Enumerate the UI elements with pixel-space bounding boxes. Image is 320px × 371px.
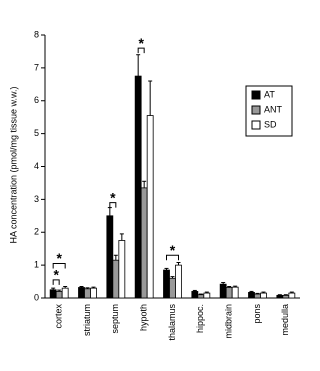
- bar: [175, 264, 182, 299]
- bar: [163, 269, 170, 299]
- annotation: *: [53, 267, 59, 283]
- annotation: *: [170, 242, 176, 258]
- bar: [78, 287, 85, 299]
- y-tick-label: 5: [34, 128, 39, 138]
- annotation: *: [56, 250, 62, 266]
- bar: [231, 286, 239, 299]
- bar: [106, 215, 114, 299]
- bar: [197, 294, 205, 299]
- bar: [49, 289, 57, 299]
- legend: AT ANT SD: [245, 85, 293, 137]
- significance-bracket: [137, 47, 145, 54]
- bar: [118, 240, 126, 299]
- x-tick-label: striatum: [82, 304, 92, 336]
- chart: HA concentration (pmol/mg tissue w.w.) A…: [8, 29, 300, 341]
- bar: [254, 293, 261, 299]
- bar: [55, 291, 63, 299]
- bar: [169, 277, 176, 299]
- significance-bracket: [52, 279, 60, 285]
- bar: [219, 283, 227, 299]
- bar: [288, 292, 296, 299]
- legend-swatch: [251, 120, 261, 130]
- significance-bracket: [166, 254, 179, 261]
- bar: [203, 292, 211, 299]
- y-tick-label: 8: [34, 29, 39, 39]
- bar: [191, 291, 199, 299]
- bar: [61, 287, 69, 299]
- bar: [260, 292, 267, 299]
- y-tick-label: 1: [34, 260, 39, 270]
- y-tick-label: 3: [34, 194, 39, 204]
- x-tick-label: medulla: [280, 304, 290, 336]
- y-tick-label: 2: [34, 227, 39, 237]
- annotation: *: [110, 189, 116, 205]
- x-tick-label: hypoth: [139, 304, 149, 331]
- bar: [84, 288, 91, 299]
- y-tick-label: 7: [34, 62, 39, 72]
- y-tick-label: 4: [34, 161, 39, 171]
- bar: [248, 292, 255, 299]
- significance-bracket: [52, 262, 66, 269]
- legend-swatch: [251, 105, 261, 115]
- bar: [146, 115, 154, 299]
- x-tick-label: cortex: [54, 304, 64, 329]
- y-axis-label: HA concentration (pmol/mg tissue w.w.): [8, 86, 18, 243]
- y-tick-label: 0: [34, 292, 39, 302]
- bar: [134, 75, 142, 299]
- x-tick-label: pons: [252, 304, 262, 324]
- x-tick-label: septum: [110, 304, 120, 334]
- bar: [140, 187, 148, 299]
- x-tick-label: midbrain: [224, 304, 234, 339]
- legend-label: AT: [264, 89, 275, 99]
- legend-swatch: [251, 90, 261, 100]
- significance-bracket: [109, 202, 117, 208]
- bar: [276, 294, 284, 299]
- bar: [90, 287, 97, 299]
- x-tick-label: thalamus: [167, 304, 177, 341]
- annotation: *: [138, 35, 144, 51]
- bar: [282, 294, 290, 299]
- x-tick-label: hippoc.: [195, 304, 205, 333]
- bar: [112, 259, 120, 299]
- bar: [225, 287, 233, 299]
- y-tick-label: 6: [34, 95, 39, 105]
- legend-label: ANT: [264, 104, 283, 114]
- legend-label: SD: [264, 119, 277, 129]
